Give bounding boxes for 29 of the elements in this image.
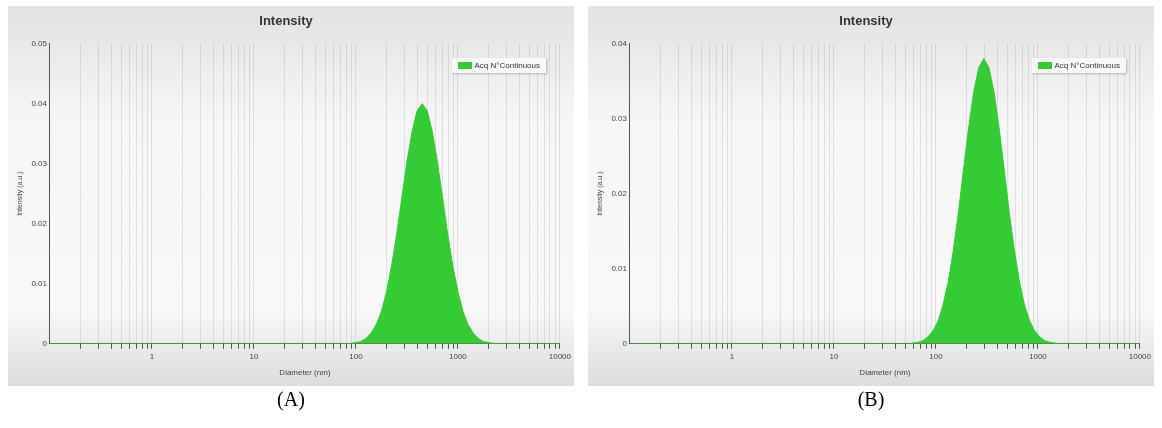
x-tick-label: 100 <box>349 351 364 361</box>
legend-label: Acq N°Continuous <box>474 61 540 70</box>
chart-title: Intensity <box>259 13 314 29</box>
y-tick-label: 0 <box>622 339 628 348</box>
y-tick-label: 0.05 <box>31 38 48 48</box>
y-tick-label: 0.02 <box>611 188 628 198</box>
y-tick-label: 0 <box>42 339 48 348</box>
y-tick-label: 0.03 <box>611 113 628 123</box>
x-tick-label: 1000 <box>1029 351 1048 361</box>
x-tick-label: 1 <box>729 351 735 361</box>
y-tick-label: 0.02 <box>31 218 48 228</box>
x-tick-label: 1 <box>149 351 155 361</box>
y-tick-label: 0.03 <box>31 158 48 168</box>
x-tick-label: 100 <box>929 351 944 361</box>
x-axis-title: Diameter (nm) <box>279 368 331 378</box>
x-tick-label: 10000 <box>548 351 572 361</box>
x-tick-label: 1000 <box>449 351 468 361</box>
legend-label: Acq N°Continuous <box>1054 61 1120 70</box>
text: (B) <box>856 388 886 411</box>
x-tick-label: 10 <box>829 351 839 361</box>
x-tick-label: 10 <box>249 351 259 361</box>
y-tick-label: 0.04 <box>611 38 628 48</box>
text: (A) <box>276 388 306 411</box>
chart-title: Intensity <box>839 13 894 29</box>
y-tick-label: 0.04 <box>31 98 48 108</box>
y-tick-label: 0.01 <box>611 263 628 273</box>
y-tick-label: 0.01 <box>31 278 48 288</box>
x-tick-label: 10000 <box>1128 351 1152 361</box>
x-axis-title: Diameter (nm) <box>859 368 911 378</box>
